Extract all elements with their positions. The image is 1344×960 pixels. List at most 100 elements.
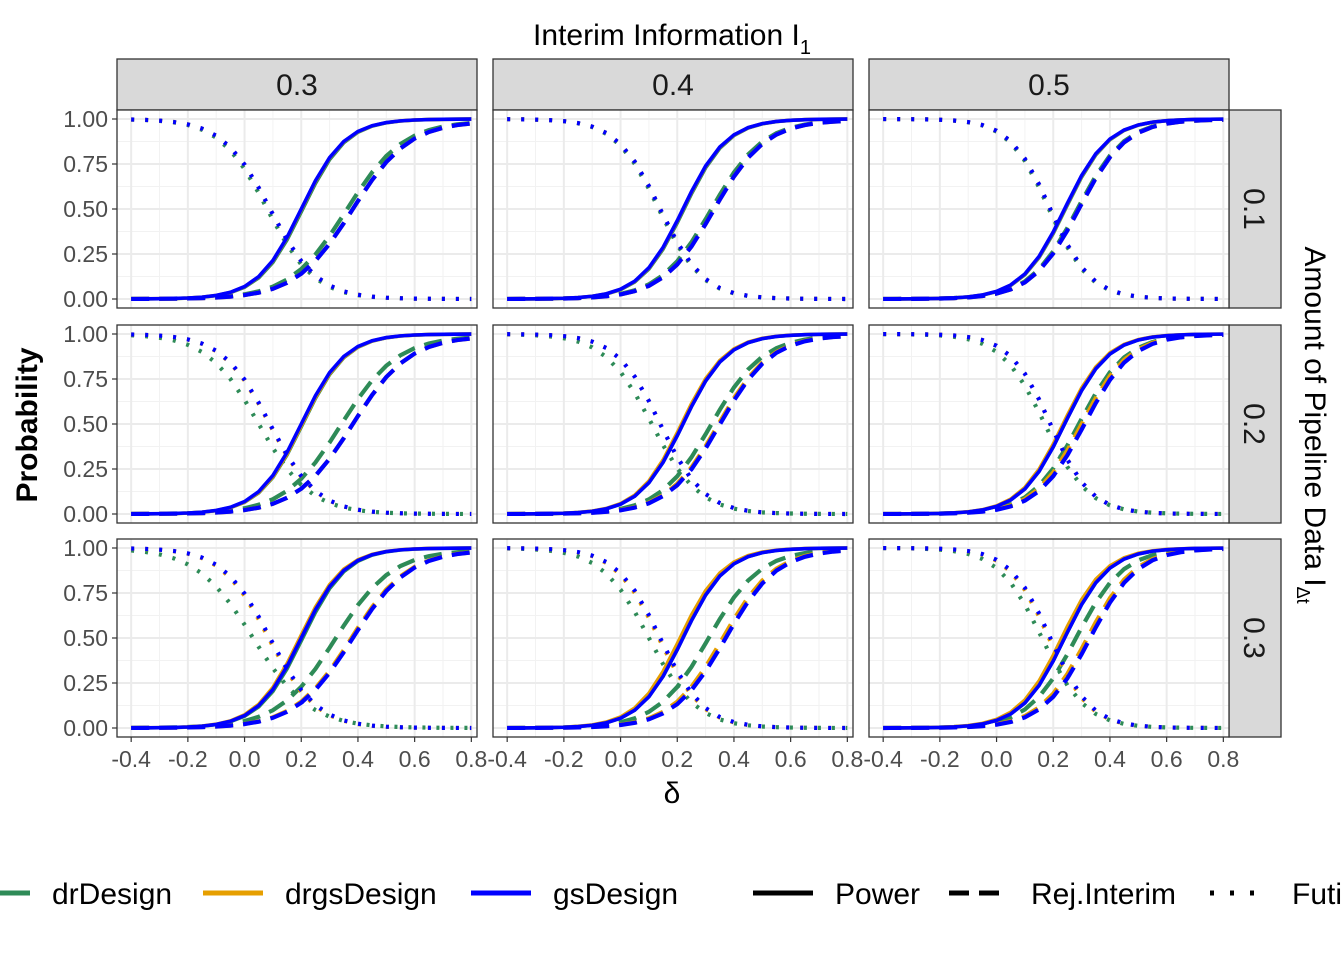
panel-col-0.4-row-0.3 [492, 538, 854, 738]
series-drDesign-futility [507, 546, 848, 731]
panel-border [492, 324, 854, 524]
panel-border [868, 538, 1230, 738]
legend: drDesign drgsDesign gsDesign Power Rej.Inter… [0, 878, 1344, 911]
legend-label-power: Power [835, 878, 920, 911]
row-strip-0.2 [1228, 324, 1282, 524]
column-strip-label: 0.5 [1028, 69, 1070, 102]
series-gsDesign-rej-interim [131, 550, 472, 731]
legend-label-drdesign: drDesign [52, 878, 172, 911]
panel-border [868, 109, 1230, 309]
series-gsDesign-rej-interim [507, 118, 848, 302]
row-strip-label: 0.3 [1237, 617, 1270, 659]
column-strip-0.3 [116, 58, 478, 111]
panel-border [116, 109, 478, 309]
panel-col-0.4-row-0.1 [492, 109, 854, 309]
series-gsDesign-futility [883, 116, 1224, 302]
y-tick-label: 0.50 [63, 196, 108, 222]
y-axis-label: Probability [11, 347, 44, 502]
x-tick-label: 0.4 [1094, 746, 1126, 772]
panel-col-0.5-row-0.1 [868, 109, 1230, 309]
series-gsDesign-futility [507, 332, 848, 517]
column-strip-0.4 [492, 58, 854, 111]
y-tick-label: 0.00 [63, 501, 108, 527]
y-tick-label: 0.75 [63, 151, 108, 177]
chart-title: Interim Information I1 [533, 19, 811, 59]
y-tick-label: 1.00 [63, 106, 108, 132]
series-gsDesign-rej-interim [883, 332, 1224, 517]
x-tick-label: 0.8 [831, 746, 863, 772]
y-tick-label: 0.25 [63, 241, 108, 267]
y-tick-label: 0.75 [63, 580, 108, 606]
y-tick-label: 0.25 [63, 670, 108, 696]
series-gsDesign-rej-interim [131, 121, 472, 302]
x-tick-label: -0.4 [487, 746, 527, 772]
x-tick-label: 0.0 [981, 746, 1013, 772]
y-tick-label: 0.00 [63, 286, 108, 312]
series-drDesign-futility [131, 333, 472, 517]
series-gsDesign-rej-interim [507, 548, 848, 731]
series-gsDesign-futility [507, 546, 848, 731]
row-strip-0.1 [1228, 109, 1282, 309]
x-axis-label: δ [664, 777, 681, 810]
right-facet-label-subscript: Δt [1293, 587, 1313, 604]
x-tick-label: -0.2 [168, 746, 208, 772]
x-tick-label: 0.6 [1151, 746, 1183, 772]
column-strip-label: 0.4 [652, 69, 694, 102]
panel-border [868, 324, 1230, 524]
x-tick-label: 0.2 [661, 746, 693, 772]
series-gsDesign-rej-interim [883, 546, 1224, 731]
x-tick-label: 0.6 [399, 746, 431, 772]
x-tick-label: -0.4 [111, 746, 151, 772]
x-tick-label: 0.0 [605, 746, 637, 772]
x-tick-label: -0.2 [920, 746, 960, 772]
panel-border [116, 538, 478, 738]
series-gsDesign-futility [883, 545, 1224, 731]
series-gsDesign-rej-interim [883, 117, 1224, 302]
row-strip-label: 0.1 [1237, 188, 1270, 230]
x-tick-label: 0.8 [1207, 746, 1239, 772]
column-strip-label: 0.3 [276, 69, 318, 102]
panel-col-0.5-row-0.3 [868, 538, 1230, 738]
panel-grid: 0.3 0.4 0.5 0.1 0.2 0.3 0.00 0.25 0.50 0.75 1.00 0.… [63, 58, 1282, 772]
y-tick-label: 0.75 [63, 366, 108, 392]
chart-title-subscript: 1 [800, 37, 811, 59]
series-gsDesign-futility [131, 546, 472, 731]
chart-title-main: Interim Information I [533, 19, 800, 52]
y-tick-label: 1.00 [63, 535, 108, 561]
series-gsDesign-futility [131, 117, 472, 302]
row-strip-label: 0.2 [1237, 403, 1270, 445]
x-tick-label: -0.4 [863, 746, 903, 772]
x-tick-label: 0.2 [1037, 746, 1069, 772]
legend-label-futility: Futility [1292, 878, 1344, 911]
panel-col-0.5-row-0.2 [868, 324, 1230, 524]
right-facet-label: Amount of Pipeline Data IΔt [1293, 246, 1331, 603]
x-tick-label: 0.0 [229, 746, 261, 772]
x-tick-label: 0.4 [718, 746, 750, 772]
x-tick-label: 0.4 [342, 746, 374, 772]
series-gsDesign-rej-interim [507, 334, 848, 517]
x-tick-label: 0.8 [455, 746, 487, 772]
y-tick-label: 0.50 [63, 411, 108, 437]
legend-label-rej-interim: Rej.Interim [1031, 878, 1176, 911]
x-tick-label: 0.2 [285, 746, 317, 772]
panel-col-0.3-row-0.3 [116, 538, 478, 738]
y-tick-label: 0.00 [63, 715, 108, 741]
series-drDesign-futility [130, 548, 472, 731]
y-tick-label: 1.00 [63, 321, 108, 347]
series-gsDesign-futility [507, 117, 848, 302]
column-strip-0.5 [868, 58, 1230, 111]
legend-label-drgsdesign: drgsDesign [285, 878, 437, 911]
panel-border [492, 538, 854, 738]
panel-col-0.3-row-0.1 [116, 109, 478, 309]
series-gsDesign-futility [131, 332, 472, 517]
series-drDesign-futility [507, 332, 848, 517]
panel-col-0.4-row-0.2 [492, 324, 854, 524]
y-tick-label: 0.25 [63, 456, 108, 482]
panel-col-0.3-row-0.2 [116, 324, 478, 524]
panel-border [116, 324, 478, 524]
x-tick-label: -0.2 [544, 746, 584, 772]
legend-label-gsdesign: gsDesign [553, 878, 678, 911]
x-tick-label: 0.6 [775, 746, 807, 772]
y-tick-label: 0.50 [63, 625, 108, 651]
